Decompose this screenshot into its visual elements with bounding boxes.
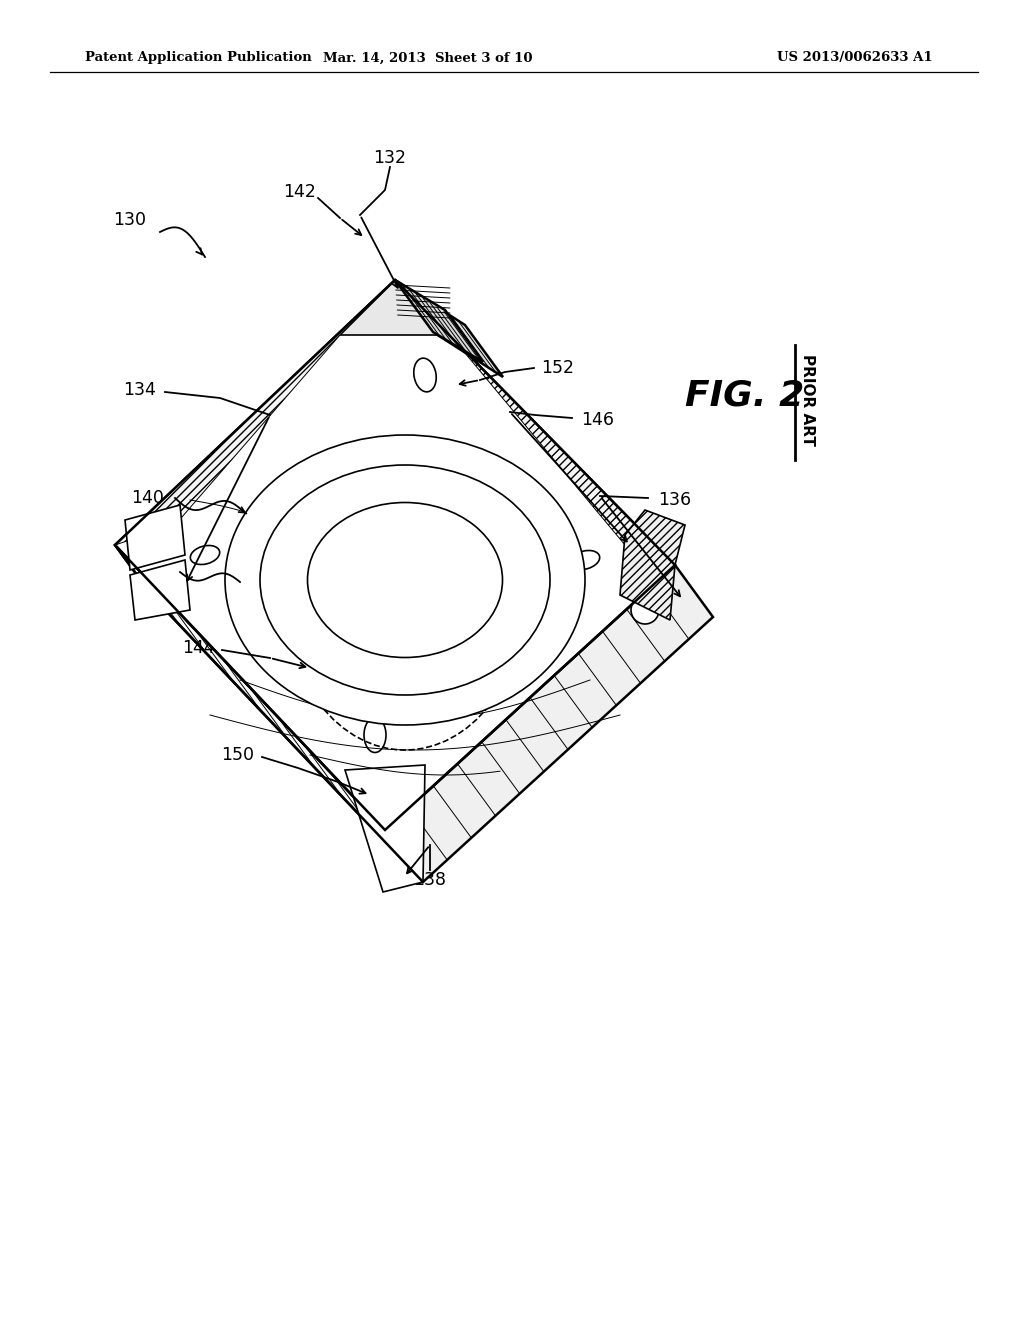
Polygon shape [340,498,465,623]
Text: 138: 138 [414,871,446,888]
Text: FIG. 2: FIG. 2 [685,378,805,412]
Text: 150: 150 [221,746,255,764]
Text: 152: 152 [542,359,574,378]
Text: 134: 134 [124,381,157,399]
Ellipse shape [260,465,550,696]
Polygon shape [130,560,190,620]
Text: 146: 146 [582,411,614,429]
Polygon shape [395,280,483,362]
Ellipse shape [190,545,220,565]
Polygon shape [310,465,495,649]
Text: Patent Application Publication: Patent Application Publication [85,51,311,65]
Text: 136: 136 [658,491,691,510]
Polygon shape [115,280,675,830]
Polygon shape [340,280,450,335]
Text: 144: 144 [181,639,214,657]
Polygon shape [388,554,412,576]
Polygon shape [125,506,185,570]
Text: 140: 140 [131,488,165,507]
Ellipse shape [225,436,585,725]
Ellipse shape [570,550,600,569]
Circle shape [631,597,659,624]
Text: US 2013/0062633 A1: US 2013/0062633 A1 [777,51,933,65]
Polygon shape [367,527,435,597]
Text: PRIOR ART: PRIOR ART [800,354,815,446]
Ellipse shape [364,718,386,752]
Polygon shape [620,510,685,620]
Ellipse shape [414,358,436,392]
Polygon shape [115,545,423,882]
Text: 130: 130 [114,211,146,228]
Text: 148: 148 [133,566,167,583]
Ellipse shape [307,503,503,657]
Polygon shape [395,280,503,378]
Polygon shape [385,565,713,882]
Polygon shape [115,280,395,545]
Text: Mar. 14, 2013  Sheet 3 of 10: Mar. 14, 2013 Sheet 3 of 10 [324,51,532,65]
Text: 142: 142 [284,183,316,201]
Polygon shape [345,766,425,892]
Text: 132: 132 [374,149,407,168]
Polygon shape [395,280,675,565]
